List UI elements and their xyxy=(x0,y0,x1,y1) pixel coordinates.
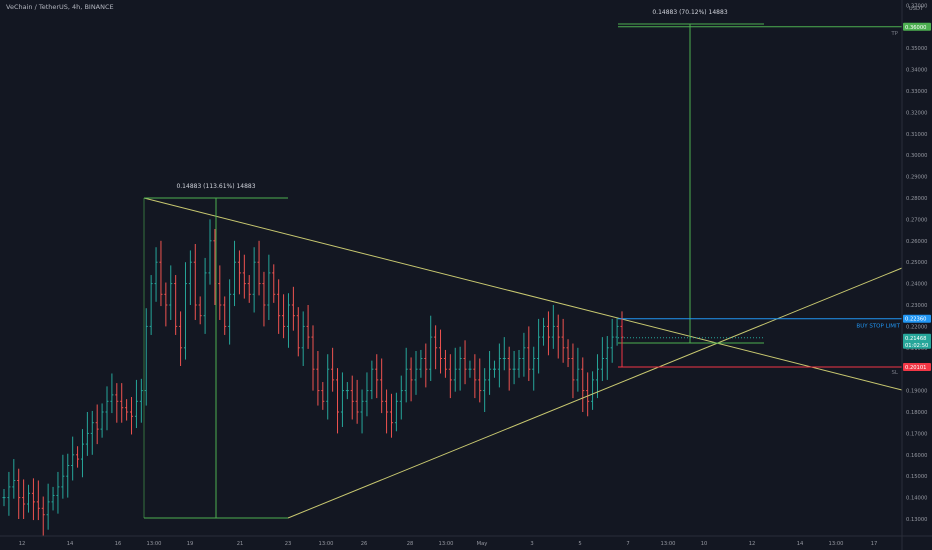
y-tick-label: 0.34000 xyxy=(906,68,927,74)
y-tick-label: 0.17000 xyxy=(906,431,927,437)
x-tick-label: 3 xyxy=(530,541,533,547)
buy-stop-label: BUY STOP LIMIT xyxy=(856,324,900,330)
x-tick-label: 7 xyxy=(626,541,629,547)
x-tick-label: 13:00 xyxy=(147,541,162,547)
chart-title: VeChain / TetherUS, 4h, BINANCE xyxy=(6,3,114,11)
x-tick-label: 19 xyxy=(187,541,194,547)
y-tick-label: 0.15000 xyxy=(906,474,927,480)
y-tick-label: 0.29000 xyxy=(906,175,927,181)
y-tick-label: 0.18000 xyxy=(906,410,927,416)
y-tick-label: 0.21000 xyxy=(906,346,927,352)
candles xyxy=(2,219,624,537)
x-tick-label: 13:00 xyxy=(439,541,454,547)
x-tick-label: 13:00 xyxy=(319,541,334,547)
y-tick-label: 0.35000 xyxy=(906,46,927,52)
y-tick-label: 0.30000 xyxy=(906,153,927,159)
y-tick-label: 0.13000 xyxy=(906,517,927,523)
y-tick-label: 0.25000 xyxy=(906,260,927,266)
buy-stop-price-tag-bg xyxy=(903,314,931,323)
x-tick-label: 5 xyxy=(578,541,581,547)
y-tick-label: 0.24000 xyxy=(906,282,927,288)
x-tick-label: 14 xyxy=(797,541,804,547)
y-tick-label: 0.32000 xyxy=(906,110,927,116)
y-tick-label: 0.23000 xyxy=(906,303,927,309)
tp-price-tag: 0.36000 xyxy=(905,25,926,31)
sl-price-tag: 0.20101 xyxy=(905,365,926,371)
current-price-tag: 0.21468 xyxy=(905,336,926,342)
y-tick-label: 0.26000 xyxy=(906,239,927,245)
x-tick-label: 12 xyxy=(749,541,756,547)
x-tick-label: 16 xyxy=(115,541,122,547)
tp-price-tag-bg xyxy=(903,22,931,31)
measure1-label: 0.14883 (113.61%) 14883 xyxy=(176,183,255,190)
current-price-tag-bg xyxy=(903,333,931,349)
drawings[interactable]: 0.14883 (113.61%) 14883 0.14883 (70.12%) … xyxy=(143,9,903,519)
y-tick-label: 0.27000 xyxy=(906,217,927,223)
x-tick-label: May xyxy=(477,541,488,547)
measure2-label: 0.14883 (70.12%) 14883 xyxy=(652,9,727,16)
x-tick-label: 26 xyxy=(361,541,368,547)
x-tick-label: 13:00 xyxy=(661,541,676,547)
sl-label: SL xyxy=(891,370,898,376)
y-tick-label: 0.14000 xyxy=(906,496,927,502)
x-tick-label: 14 xyxy=(67,541,74,547)
x-tick-label: 17 xyxy=(871,541,878,547)
x-tick-label: 21 xyxy=(237,541,244,547)
y-tick-label: 0.22000 xyxy=(906,324,927,330)
y-tick-label: 0.33000 xyxy=(906,89,927,95)
x-tick-label: 13:00 xyxy=(829,541,844,547)
x-tick-label: 10 xyxy=(701,541,708,547)
countdown-tag: 01:02:50 xyxy=(905,343,928,349)
lower-trendline xyxy=(287,267,903,519)
price-axis-bg xyxy=(902,0,932,550)
tp-label: TP xyxy=(890,31,898,37)
upper-trendline xyxy=(143,197,903,391)
y-tick-label: 0.16000 xyxy=(906,453,927,459)
y-tick-label: 0.19000 xyxy=(906,389,927,395)
y-tick-label: 0.31000 xyxy=(906,132,927,138)
currency-label: USDT xyxy=(909,6,924,12)
x-tick-label: 12 xyxy=(19,541,26,547)
time-axis[interactable]: 12 14 16 13:00 19 21 23 13:00 26 28 13:00 May 3 5 7 13:… xyxy=(0,535,932,547)
y-tick-label: 0.37000 xyxy=(906,3,927,9)
x-tick-label: 23 xyxy=(285,541,292,547)
buy-stop-price-tag: 0.22360 xyxy=(905,317,926,323)
x-tick-label: 28 xyxy=(407,541,414,547)
sl-price-tag-bg xyxy=(903,363,931,372)
y-tick-label: 0.28000 xyxy=(906,196,927,202)
